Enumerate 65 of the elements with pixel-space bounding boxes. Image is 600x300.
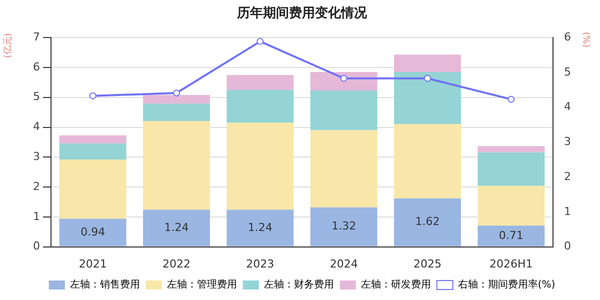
point xyxy=(256,38,264,45)
point xyxy=(173,90,180,97)
bar xyxy=(226,122,294,210)
y2-tick-label: 3 xyxy=(564,135,571,148)
y2-tick-label: 4 xyxy=(564,100,571,114)
y-tick-label: 0 xyxy=(33,240,40,253)
bar xyxy=(394,54,461,72)
bar xyxy=(59,135,126,144)
y-tick-label: 7 xyxy=(33,30,40,44)
point xyxy=(89,92,96,100)
bar xyxy=(59,160,126,219)
bar xyxy=(143,94,210,104)
point xyxy=(340,74,348,82)
y2-tick-label: 6 xyxy=(564,30,571,44)
x-tick-label: 2025 xyxy=(414,257,442,270)
bar xyxy=(478,186,545,226)
bar xyxy=(143,104,210,121)
y-tick-label: 3 xyxy=(33,150,40,163)
bar xyxy=(226,74,294,90)
bar xyxy=(310,90,378,130)
y2-axis-title: (%) xyxy=(580,32,591,48)
y2-tick-label: 1 xyxy=(564,204,571,218)
x-tick-label: 2024 xyxy=(330,257,358,270)
bar xyxy=(478,226,545,246)
bar xyxy=(394,198,461,246)
bar xyxy=(143,210,210,246)
legend-label: 左轴：管理费用 xyxy=(166,278,237,291)
bar xyxy=(226,90,294,123)
bar xyxy=(394,124,461,198)
data-label: 1.24 xyxy=(248,220,272,234)
legend-label: 左轴：销售费用 xyxy=(70,278,140,291)
bar xyxy=(226,210,294,246)
bar xyxy=(143,120,210,210)
y-tick-label: 2 xyxy=(33,180,40,193)
y-tick-label: 5 xyxy=(33,90,40,104)
point xyxy=(508,96,515,103)
y2-tick-label: 0 xyxy=(564,240,571,253)
legend-label: 左轴：研发费用 xyxy=(360,278,431,291)
data-label: 1.62 xyxy=(415,215,440,228)
data-label: 0.71 xyxy=(498,228,524,242)
point xyxy=(424,74,431,82)
x-tick-label: 2023 xyxy=(246,257,274,270)
data-label: 0.94 xyxy=(80,225,106,238)
bar xyxy=(310,72,378,90)
bar xyxy=(394,72,461,124)
bar xyxy=(310,130,378,208)
y2-tick-label: 5 xyxy=(564,65,571,78)
y-axis-title: (亿元) xyxy=(2,33,14,58)
chart-title: 历年期间费用变化情况 xyxy=(236,5,368,22)
y-tick-label: 6 xyxy=(33,60,40,74)
bar xyxy=(59,218,126,246)
bar xyxy=(59,143,126,160)
data-label: 1.32 xyxy=(332,220,356,233)
x-tick-label: 2026H1 xyxy=(490,257,533,270)
y-tick-label: 4 xyxy=(33,120,40,134)
x-tick-label: 2022 xyxy=(162,257,190,270)
y2-tick-label: 2 xyxy=(564,170,571,183)
bar xyxy=(478,146,545,152)
data-label: 1.24 xyxy=(164,220,189,234)
legend-label: 右轴：期间费用率(%) xyxy=(458,278,556,291)
y-tick-label: 1 xyxy=(33,210,40,223)
bar xyxy=(478,152,545,186)
x-tick-label: 2021 xyxy=(78,257,107,270)
legend-label: 左轴：财务费用 xyxy=(264,278,334,291)
bar xyxy=(310,207,378,246)
